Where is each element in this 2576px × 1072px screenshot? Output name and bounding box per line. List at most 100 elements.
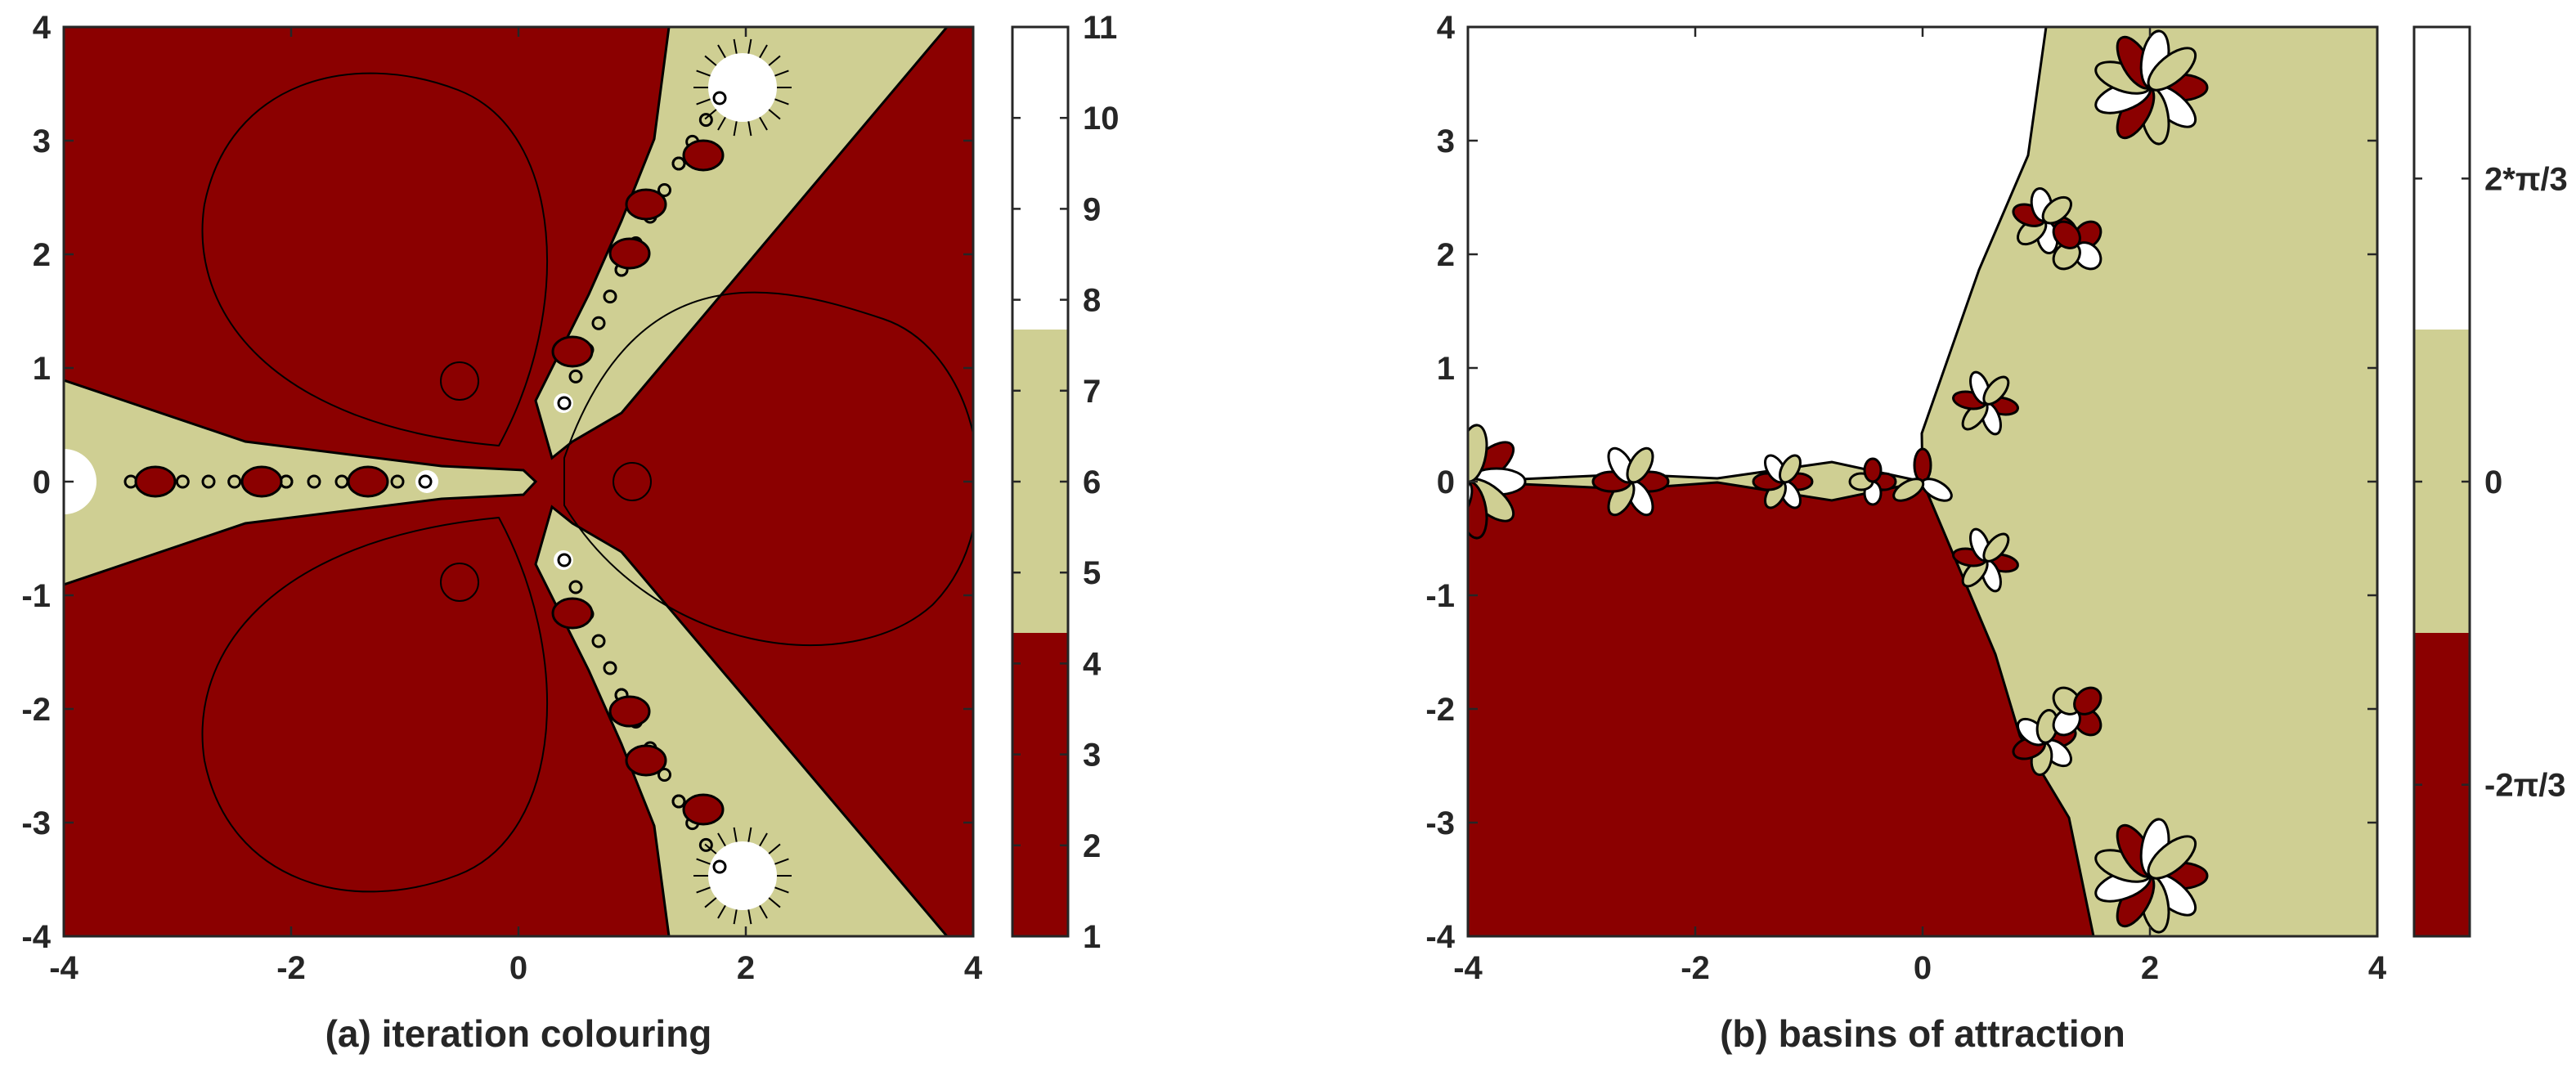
- fractal-bead: [568, 580, 583, 594]
- basin-petal: [2073, 686, 2103, 715]
- colorbar-tick-label: 3: [1083, 738, 1101, 774]
- panel-a: -4 -2 0 2 4 -4 -3 -2 -1 0 1 2 3 4 1 2 3 4 5 6 7 8 9 10 11 (a) i…: [21, 10, 1119, 1055]
- colorbar-a: 1 2 3 4 5 6 7 8 9 10 11: [1011, 10, 1120, 955]
- fractal-spoke: [774, 886, 789, 894]
- region-l-tan: [64, 380, 536, 585]
- basin-petal: [1626, 446, 1654, 484]
- fractal-bead: [307, 474, 321, 489]
- fractal-bead: [603, 289, 617, 304]
- colorbar-band: [1012, 27, 1068, 330]
- fractal-bead: [568, 369, 583, 383]
- x-tick-label: -4: [1453, 950, 1483, 986]
- colorbar-tick-label: 1: [1083, 919, 1101, 955]
- fractal-spoke: [774, 858, 789, 865]
- colorbar-tick-label: 2: [1083, 828, 1101, 864]
- subtitle-b: (b) basins of attraction: [1720, 1012, 2125, 1055]
- fractal-spoke: [696, 858, 711, 865]
- colorbar-tick-label: 11: [1083, 10, 1117, 46]
- y-tick-label: -3: [21, 805, 51, 841]
- basin-petal: [2147, 47, 2197, 92]
- plot-area-b: [1468, 27, 2377, 936]
- basin-petal: [1468, 424, 1488, 483]
- fractal-spoke: [747, 909, 752, 925]
- fractal-spoke: [733, 121, 738, 137]
- y-tick-label: 4: [33, 10, 52, 46]
- fixed-point-halo: [708, 841, 777, 910]
- basin-boundary: [1921, 481, 2095, 936]
- colorbar-band: [1012, 633, 1068, 936]
- fractal-bead: [712, 91, 727, 105]
- fractal-bulb: [682, 793, 725, 826]
- fractal-spoke: [759, 44, 768, 59]
- fractal-spoke: [717, 116, 726, 131]
- fractal-bead: [657, 183, 671, 197]
- fractal-spoke: [774, 98, 789, 105]
- fractal-spoke: [774, 70, 789, 77]
- fractal-spoke: [759, 116, 768, 131]
- fractal-bulb: [240, 465, 283, 498]
- colorbar-tick-label: 2*π/3: [2484, 161, 2568, 197]
- fractal-spoke: [717, 832, 726, 847]
- region-b-tan: [536, 27, 947, 458]
- fractal-bead: [698, 113, 713, 128]
- colorbar-tick-label: 5: [1083, 555, 1101, 591]
- x-tick-label: 0: [1914, 950, 1932, 986]
- fractal-spoke: [747, 38, 752, 54]
- fractal-bulb: [625, 188, 667, 221]
- basin-petal: [1913, 447, 1932, 483]
- fixed-point-halo: [64, 449, 96, 514]
- fractal-bead: [227, 474, 242, 489]
- fractal-bead: [390, 474, 405, 489]
- fractal-spoke: [696, 98, 711, 105]
- y-tick-label: 3: [33, 123, 51, 159]
- contour-line: [201, 72, 548, 447]
- colorbar-band: [2414, 27, 2470, 330]
- y-tick-label: 2: [1437, 237, 1455, 273]
- basin-petal: [1982, 532, 2010, 563]
- fixed-point-halo: [415, 470, 438, 493]
- y-tick-label: 0: [1437, 464, 1455, 500]
- x-tick-label: -2: [276, 950, 306, 986]
- axis-ticks-a: -4 -2 0 2 4 -4 -3 -2 -1 0 1 2 3 4: [21, 10, 982, 986]
- colorbar-tick-label: 9: [1083, 191, 1101, 227]
- panel-b: -4 -2 0 2 4 -4 -3 -2 -1 0 1 2 3 4 -2π/3 0 2*π/3 (b) bas…: [1425, 10, 2568, 1055]
- y-tick-label: -2: [1425, 692, 1455, 728]
- basin-petal: [2041, 195, 2072, 225]
- colorbar-band: [1012, 330, 1068, 633]
- fractal-spoke: [759, 904, 768, 919]
- y-tick-label: -1: [21, 578, 51, 614]
- fractal-spoke: [747, 121, 752, 137]
- fractal-spoke: [733, 38, 738, 54]
- y-tick-label: 1: [33, 351, 51, 387]
- x-tick-label: 0: [509, 950, 527, 986]
- basin-lower-red: [1468, 482, 2094, 936]
- fractal-bulb: [551, 335, 594, 368]
- fractal-spoke: [704, 843, 717, 854]
- fractal-bead: [671, 156, 686, 171]
- fractal-bulb: [625, 744, 667, 777]
- basin-boundary: [64, 379, 538, 586]
- basin-boundary: [534, 27, 949, 460]
- colorbar-ticks-b: -2π/3 0 2*π/3: [2414, 161, 2568, 804]
- fractal-bead: [591, 316, 606, 330]
- contour-line: [201, 516, 548, 893]
- fractal-spoke: [768, 55, 781, 66]
- plot-area-a: [64, 27, 973, 936]
- basin-petal: [2052, 220, 2081, 249]
- region-d-tan: [536, 507, 947, 936]
- x-tick-label: -2: [1681, 950, 1710, 986]
- fractal-bead: [591, 634, 606, 648]
- colorbar-b: -2π/3 0 2*π/3: [2412, 25, 2568, 938]
- boundary-lines-a: [64, 27, 973, 936]
- basin-petal: [1892, 478, 1925, 502]
- fractal-spoke: [704, 109, 717, 120]
- fractal-bead: [671, 794, 686, 809]
- fractal-spoke: [733, 909, 738, 925]
- y-tick-label: -3: [1425, 805, 1455, 841]
- contour-line: [563, 291, 973, 647]
- colorbar-tick-label: 0: [2484, 464, 2502, 500]
- fractal-bulb: [608, 237, 651, 270]
- colorbar-tick-label: -2π/3: [2484, 768, 2566, 804]
- colorbar-tick-label: 7: [1083, 374, 1101, 410]
- fractal-spoke: [747, 827, 752, 842]
